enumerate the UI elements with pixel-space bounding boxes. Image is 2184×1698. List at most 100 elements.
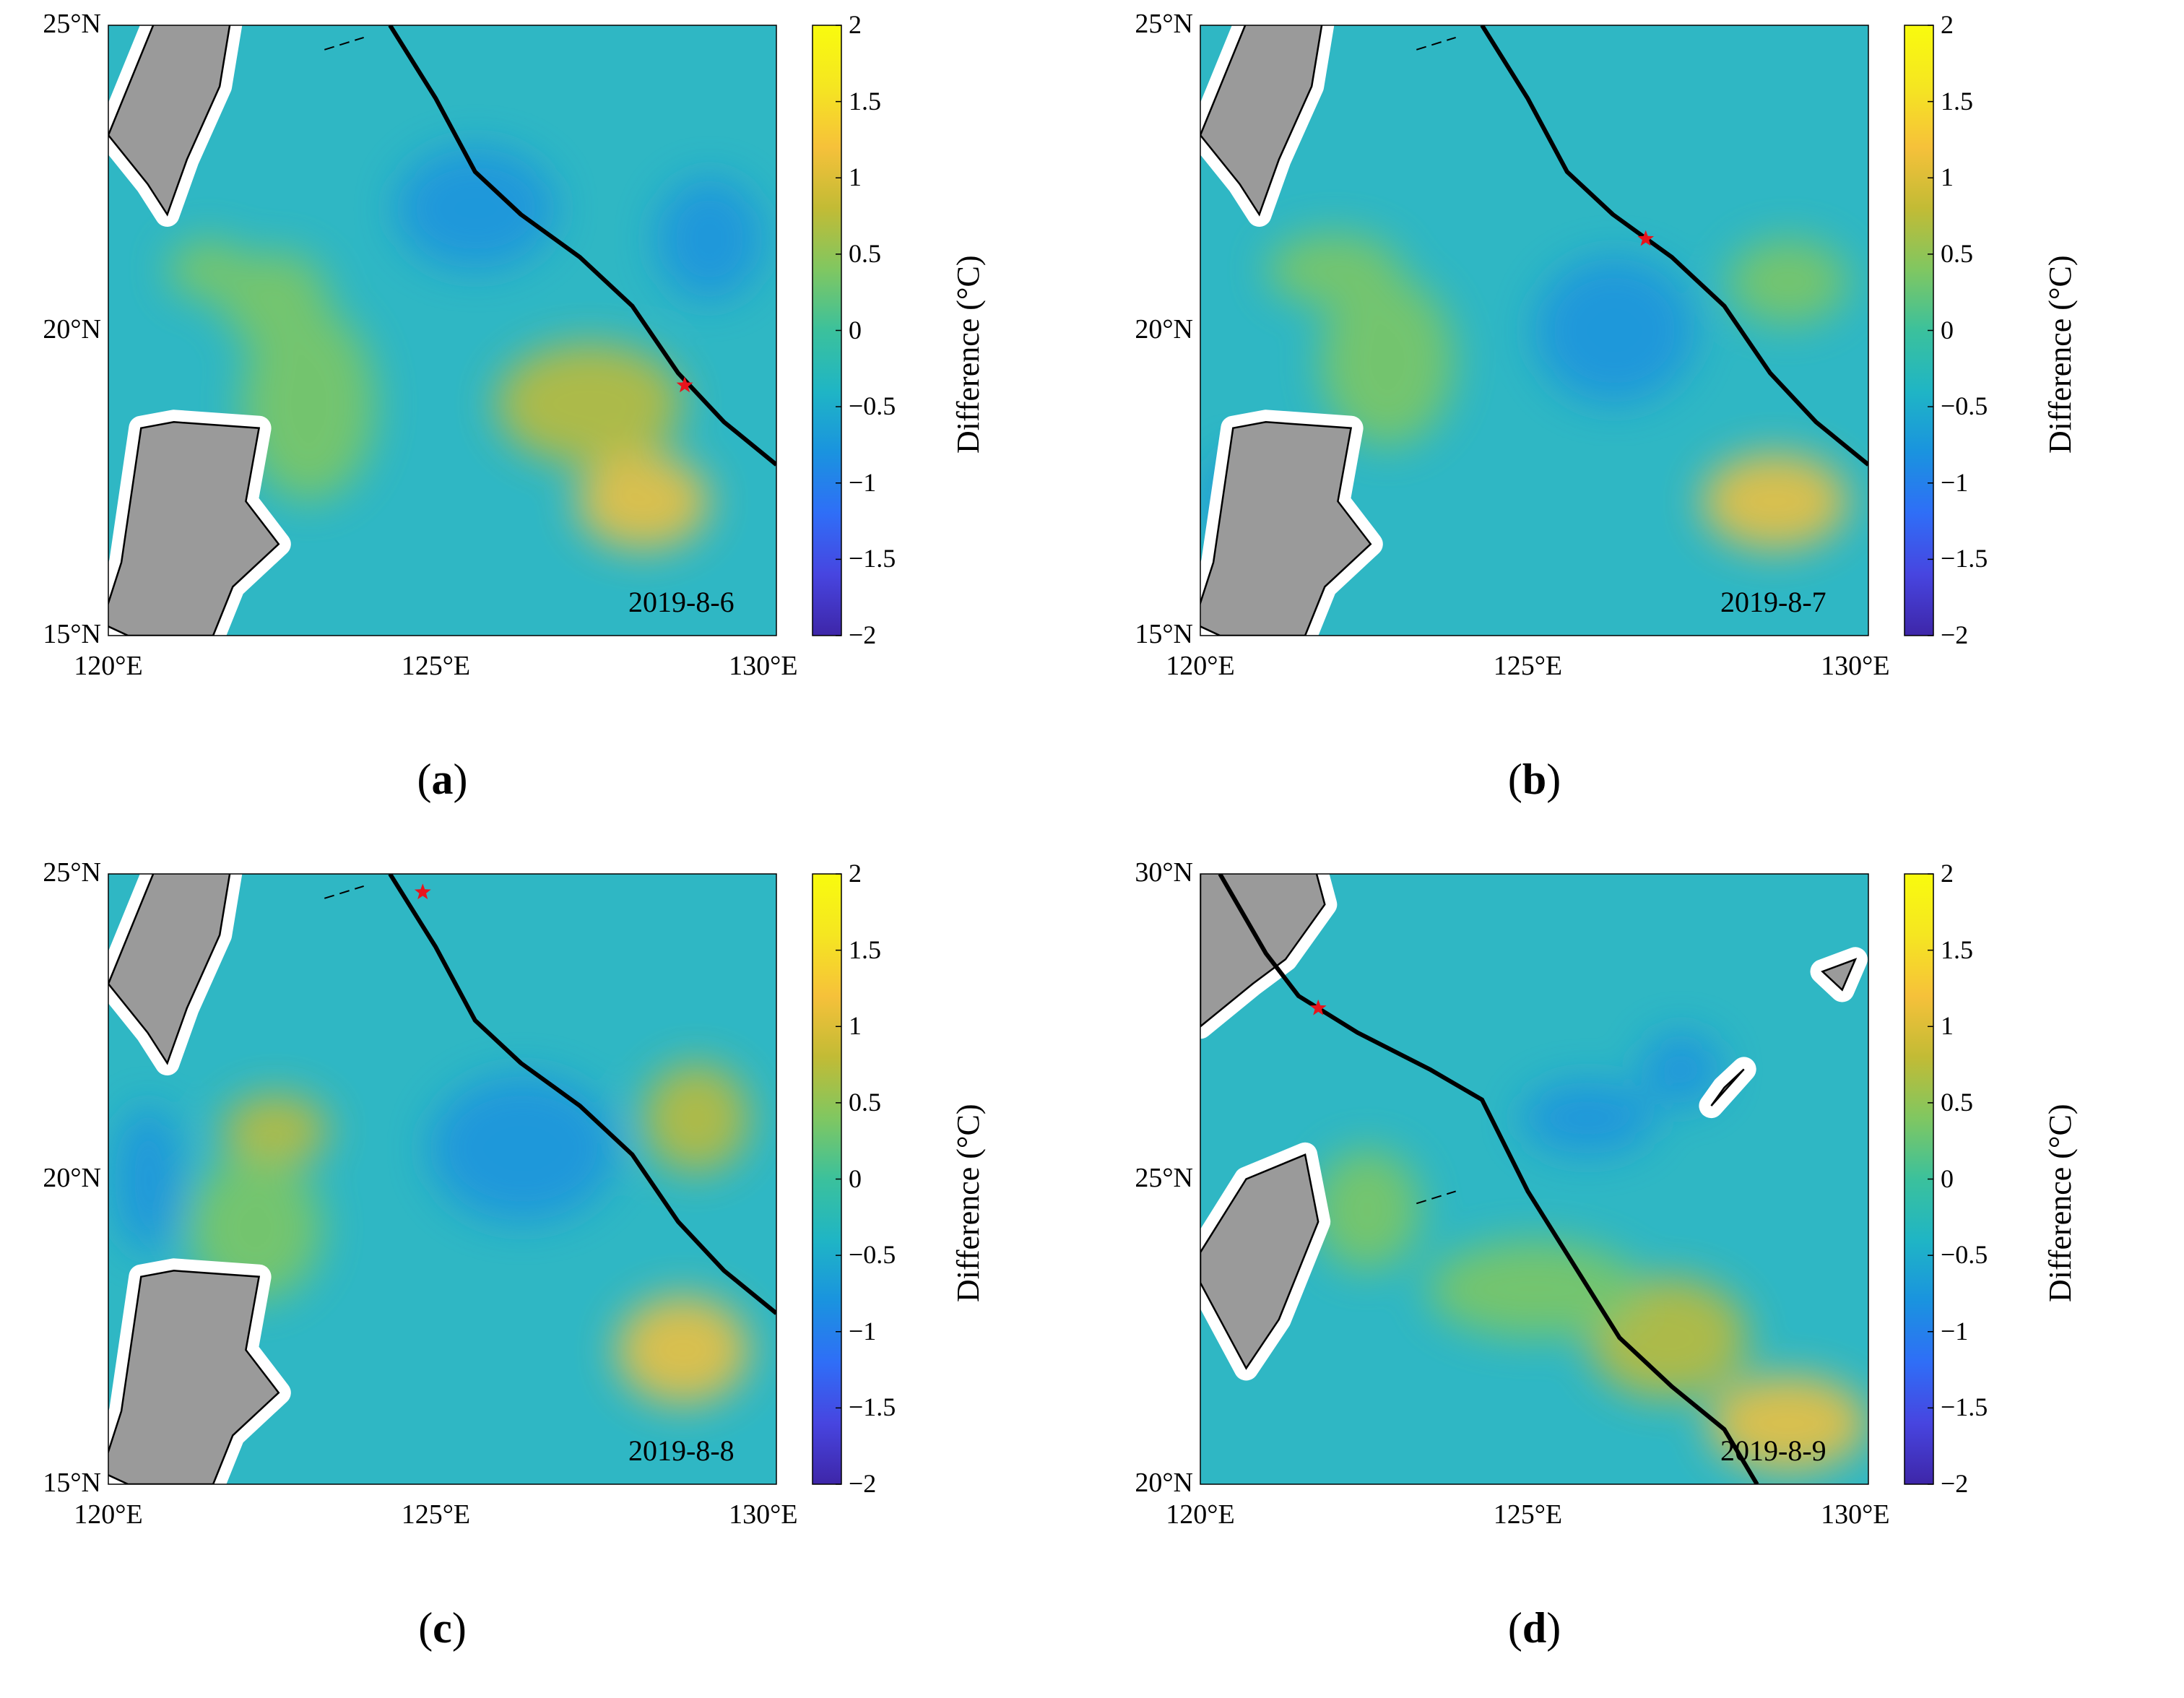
latitude-tick-label: 20°N bbox=[1135, 1468, 1193, 1498]
anomaly-patch bbox=[1521, 1081, 1655, 1155]
panel-label-close: ) bbox=[451, 1604, 467, 1652]
panel-label-close: ) bbox=[1546, 755, 1561, 803]
longitude-tick-label: 120°E bbox=[74, 1499, 143, 1530]
colorbar-label: Difference (°C) bbox=[2042, 254, 2078, 454]
colorbar-label: Difference (°C) bbox=[2042, 1103, 2078, 1302]
longitude-tick-label: 130°E bbox=[729, 1499, 798, 1530]
longitude-tick-label: 130°E bbox=[1821, 651, 1890, 681]
date-label: 2019-8-6 bbox=[628, 586, 734, 618]
landmass bbox=[1200, 25, 1456, 636]
typhoon-track bbox=[388, 25, 776, 467]
typhoon-track bbox=[388, 874, 776, 1315]
latitude-tick-label: 20°N bbox=[1135, 313, 1193, 345]
anomaly-patch bbox=[429, 1075, 616, 1222]
colorbar-tick-label: 0 bbox=[1941, 1164, 1954, 1193]
colorbar-tick-label: −0.5 bbox=[849, 391, 896, 421]
longitude-tick-label: 125°E bbox=[1493, 1499, 1563, 1530]
typhoon-position-marker bbox=[414, 883, 431, 900]
longitude-tick-label: 125°E bbox=[401, 651, 471, 681]
colorbar-tick-label: 0 bbox=[849, 315, 862, 345]
panel-label-letter: b bbox=[1522, 755, 1547, 803]
colorbar-tick-label: 2 bbox=[1941, 10, 1954, 39]
latitude-tick-label: 15°N bbox=[43, 1468, 101, 1498]
colorbar-tick-label: −2 bbox=[1941, 1469, 1969, 1498]
colorbar-tick-label: 1.5 bbox=[1941, 935, 1973, 964]
panel-label: (d) bbox=[1462, 1603, 1607, 1653]
anomaly-patch bbox=[1314, 1148, 1421, 1271]
latitude-tick-label: 25°N bbox=[1135, 9, 1193, 39]
panel-label: (a) bbox=[370, 755, 515, 805]
anomaly-patch bbox=[1427, 1240, 1642, 1338]
colorbar-label: Difference (°C) bbox=[950, 254, 986, 454]
colorbar-tick-label: 2 bbox=[1941, 859, 1954, 888]
colorbar-tick-label: −2 bbox=[849, 1469, 877, 1498]
typhoon-track bbox=[1480, 25, 1868, 467]
colorbar-tick-label: 1 bbox=[1941, 163, 1954, 192]
colorbar-tick-label: 0.5 bbox=[849, 1087, 881, 1117]
anomaly-patch bbox=[576, 452, 710, 550]
typhoon-position-marker bbox=[1309, 999, 1327, 1015]
panel-b: 2 1.5 1 0.5 0 −0.5 −1 −1.5 −2 Difference (°C) 25°N… bbox=[1092, 0, 2184, 849]
colorbar-tick-label: 1 bbox=[1941, 1011, 1954, 1041]
colorbar-tick-label: −2 bbox=[849, 620, 877, 649]
longitude-tick-label: 120°E bbox=[74, 651, 143, 681]
anomaly-patch bbox=[1728, 238, 1849, 325]
latitude-tick-label: 25°N bbox=[43, 857, 101, 888]
colorbar-tick-label: 2 bbox=[849, 10, 862, 39]
panel-a: 2 1.5 1 0.5 0 −0.5 −1 −1.5 −2 Difference (°C) 25°N… bbox=[0, 0, 1092, 849]
colorbar-tick-label: 0 bbox=[1941, 315, 1954, 345]
anomaly-patch bbox=[643, 1062, 750, 1174]
panel-label-open: ( bbox=[1507, 755, 1522, 803]
landmass bbox=[108, 874, 364, 1484]
anomaly-patch bbox=[1641, 1032, 1722, 1106]
panel-label-letter: d bbox=[1522, 1604, 1547, 1652]
colorbar-tick-label: −1.5 bbox=[849, 1392, 896, 1422]
latitude-tick-label: 25°N bbox=[1135, 1162, 1193, 1193]
latitude-tick-label: 15°N bbox=[43, 619, 101, 649]
colorbar-tick-label: −1 bbox=[849, 467, 877, 497]
panel-label-close: ) bbox=[1546, 1604, 1561, 1652]
longitude-tick-label: 120°E bbox=[1166, 1499, 1235, 1530]
colorbar-tick-label: −0.5 bbox=[1941, 1240, 1988, 1270]
colorbar-tick-label: 0.5 bbox=[849, 238, 881, 268]
anomaly-patch bbox=[222, 251, 329, 349]
colorbar-tick-label: 2 bbox=[849, 859, 862, 888]
typhoon-track bbox=[1218, 874, 1759, 1484]
panel-label-letter: c bbox=[433, 1604, 452, 1652]
panel-c: 2 1.5 1 0.5 0 −0.5 −1 −1.5 −2 Difference (°C) 25°N… bbox=[0, 849, 1092, 1697]
longitude-tick-label: 130°E bbox=[729, 651, 798, 681]
colorbar-tick-label: −0.5 bbox=[849, 1240, 896, 1270]
colorbar-tick-label: −1 bbox=[1941, 467, 1969, 497]
anomaly-patch bbox=[495, 342, 683, 465]
latitude-tick-label: 20°N bbox=[43, 313, 101, 345]
map-frame bbox=[108, 873, 777, 1485]
longitude-tick-label: 130°E bbox=[1821, 1499, 1890, 1530]
longitude-tick-label: 120°E bbox=[1166, 651, 1235, 681]
panel-label-open: ( bbox=[418, 1604, 433, 1652]
colorbar-tick-label: −1.5 bbox=[1941, 1392, 1988, 1422]
panel-label-letter: a bbox=[431, 755, 454, 803]
map-plot bbox=[108, 873, 842, 1485]
colorbar-tick-label: 1.5 bbox=[849, 935, 881, 964]
colorbar-tick-label: −1.5 bbox=[1941, 544, 1988, 573]
map-plot bbox=[108, 25, 842, 636]
colorbar-tick-label: 0.5 bbox=[1941, 1087, 1973, 1117]
colorbar-tick-label: 1 bbox=[849, 1011, 862, 1041]
colorbar-label: Difference (°C) bbox=[950, 1103, 986, 1302]
colorbar-tick-label: 1 bbox=[849, 163, 862, 192]
panel-d: 2 1.5 1 0.5 0 −0.5 −1 −1.5 −2 Difference (°C) 30°N… bbox=[1092, 849, 2184, 1697]
colorbar-tick-label: −1.5 bbox=[849, 544, 896, 573]
panel-label-open: ( bbox=[1507, 1604, 1522, 1652]
latitude-tick-label: 30°N bbox=[1135, 857, 1193, 888]
typhoon-position-marker bbox=[676, 376, 693, 393]
map-plot bbox=[1200, 873, 1934, 1485]
date-label: 2019-8-8 bbox=[628, 1434, 734, 1467]
anomaly-patch bbox=[168, 238, 249, 300]
panel-label-open: ( bbox=[417, 755, 432, 803]
colorbar-tick-label: −0.5 bbox=[1941, 391, 1988, 421]
typhoon-position-marker bbox=[1637, 230, 1655, 246]
panel-label-close: ) bbox=[453, 755, 468, 803]
colorbar-tick-label: 0.5 bbox=[1941, 238, 1973, 268]
date-label: 2019-8-9 bbox=[1720, 1434, 1826, 1467]
panel-label: (c) bbox=[370, 1603, 515, 1653]
